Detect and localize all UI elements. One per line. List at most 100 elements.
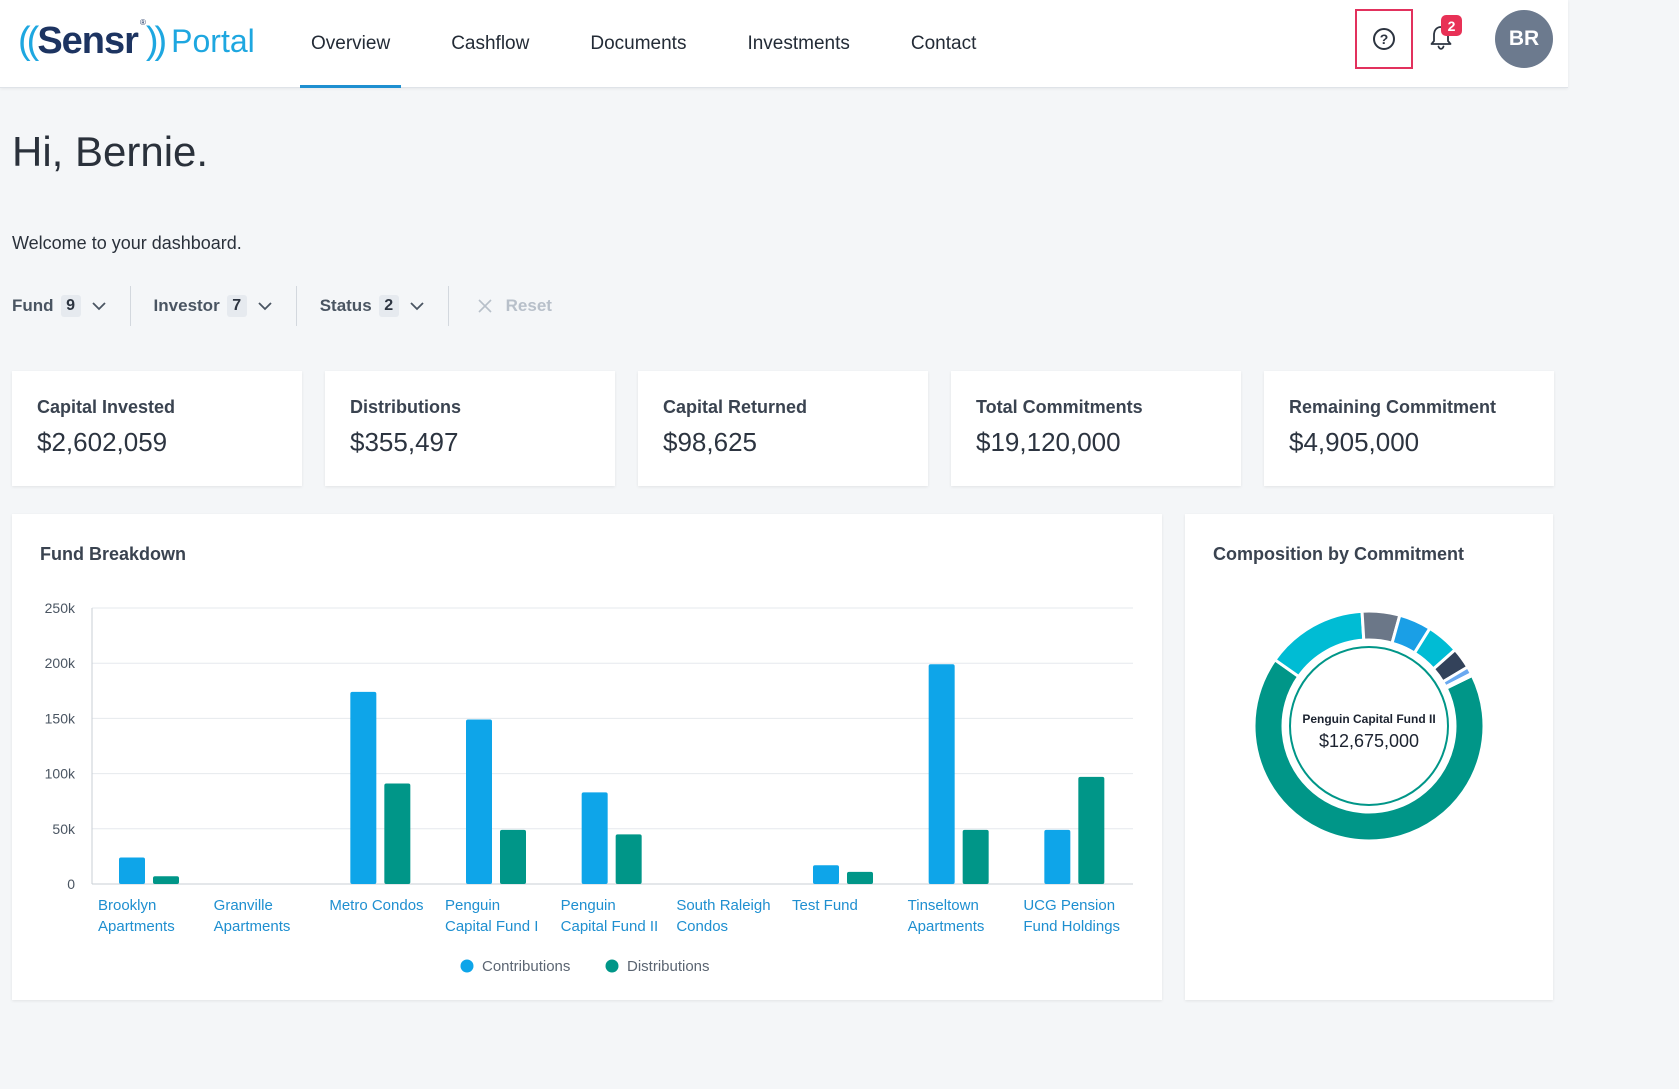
fund-breakdown-chart: 0 50k 100k 150k 200k 250k Brooklyn Apartments Gr… (45, 600, 1133, 975)
x-category-label[interactable]: Penguin (445, 897, 500, 914)
reset-label: Reset (505, 296, 552, 315)
bar-distributions[interactable] (847, 871, 873, 884)
nav-investments[interactable]: Investments (747, 33, 850, 54)
y-tick-label: 100k (45, 766, 76, 782)
stat-label: Capital Returned (663, 397, 808, 417)
welcome-text: Welcome to your dashboard. (12, 233, 242, 253)
logo-close-paren: )) (145, 20, 167, 62)
x-category-label[interactable]: Apartments (908, 918, 985, 935)
bar-distributions[interactable] (1078, 776, 1105, 884)
y-tick-label: 200k (45, 655, 76, 671)
x-category-label[interactable]: Penguin (561, 897, 616, 914)
status-filter-dropdown[interactable]: Status 2 (320, 295, 425, 317)
x-category-label[interactable]: Capital Fund II (561, 918, 659, 935)
bar-contributions[interactable] (119, 857, 145, 884)
bar-distributions[interactable] (962, 829, 989, 884)
filter-divider (129, 286, 131, 326)
donut-slices (1252, 609, 1486, 843)
status-filter-label: Status (319, 296, 372, 315)
filter-divider (295, 286, 297, 326)
bar-contributions[interactable] (928, 664, 955, 884)
bar-distributions[interactable] (500, 829, 526, 884)
legend-label[interactable]: Contributions (482, 958, 570, 975)
stat-value: $4,905,000 (1289, 427, 1420, 457)
y-tick-label: 150k (45, 710, 76, 726)
filter-bar: Fund 9 Investor 7 Status 2 Reset (12, 286, 552, 326)
donut-center-name: Penguin Capital Fund II (1302, 712, 1435, 726)
nav-contact[interactable]: Contact (910, 33, 977, 54)
stat-card-capital-invested: Capital Invested $2,602,059 (12, 371, 302, 486)
stat-value: $2,602,059 (37, 427, 168, 457)
fund-breakdown-title: Fund Breakdown (40, 544, 187, 564)
stat-value: $19,120,000 (976, 427, 1121, 457)
donut-center-value: $12,675,000 (1319, 731, 1419, 751)
bar-distributions[interactable] (615, 834, 642, 884)
x-category-label[interactable]: UCG Pension (1023, 897, 1115, 914)
chevron-down-icon (258, 302, 272, 311)
main-nav: Overview Cashflow Documents Investments … (300, 0, 1026, 88)
fund-filter-dropdown[interactable]: Fund 9 (12, 295, 107, 317)
donut-inner-ring (1289, 646, 1449, 806)
composition-title: Composition by Commitment (1213, 544, 1464, 564)
stat-label: Remaining Commitment (1289, 397, 1497, 417)
y-tick-label: 250k (45, 600, 76, 616)
logo-open-paren: (( (18, 20, 39, 62)
reset-filters-button[interactable]: Reset (478, 296, 552, 316)
x-category-label[interactable]: Brooklyn (98, 897, 156, 914)
fund-breakdown-panel: Fund Breakdown 0 50k 100k 150k 200k 250k Brook… (12, 514, 1162, 1000)
donut-slice[interactable] (1252, 657, 1486, 843)
legend-marker (605, 959, 619, 973)
x-category-label[interactable]: South Raleigh (676, 897, 770, 914)
bar-contributions[interactable] (581, 792, 608, 884)
stat-value: $98,625 (663, 427, 757, 457)
sensr-portal-logo[interactable]: (( Sensr ® )) Portal (18, 18, 255, 64)
stat-card-capital-returned: Capital Returned $98,625 (638, 371, 928, 486)
bar-contributions[interactable] (466, 719, 492, 884)
stat-label: Total Commitments (976, 397, 1143, 417)
x-category-label[interactable]: Apartments (214, 918, 291, 935)
x-category-label[interactable]: Tinseltown (908, 897, 979, 914)
nav-documents[interactable]: Documents (590, 33, 687, 54)
composition-donut-chart: Penguin Capital Fund II $12,675,000 (1252, 609, 1486, 843)
stat-value: $355,497 (350, 427, 459, 457)
bar-contributions[interactable] (350, 691, 377, 884)
composition-panel: Composition by Commitment Penguin Capita… (1185, 514, 1553, 1000)
legend-label[interactable]: Distributions (627, 958, 710, 975)
help-button[interactable]: ? (1355, 9, 1413, 69)
x-category-label[interactable]: Capital Fund I (445, 918, 538, 935)
nav-cashflow[interactable]: Cashflow (451, 33, 530, 54)
top-header: (( Sensr ® )) Portal Overview Cashflow D… (0, 0, 1568, 88)
logo-brand: Sensr (37, 20, 139, 62)
x-category-label[interactable]: Metro Condos (329, 897, 423, 914)
investor-filter-count: 7 (226, 295, 247, 317)
x-category-label[interactable]: Fund Holdings (1023, 918, 1120, 935)
x-category-label[interactable]: Condos (676, 918, 728, 935)
stat-card-distributions: Distributions $355,497 (325, 371, 615, 486)
chevron-down-icon (91, 302, 106, 311)
investor-filter-label: Investor (153, 296, 220, 315)
bar-contributions[interactable] (813, 865, 839, 884)
stat-label: Capital Invested (37, 397, 176, 417)
user-avatar[interactable]: BR (1495, 10, 1553, 68)
filter-divider (447, 286, 449, 326)
fund-filter-label: Fund (12, 296, 54, 315)
donut-slice[interactable] (1443, 671, 1475, 691)
question-circle-icon: ? (1373, 28, 1395, 50)
logo-registered-mark: ® (139, 18, 146, 27)
x-category-label[interactable]: Apartments (98, 918, 175, 935)
bar-distributions[interactable] (153, 876, 179, 884)
nav-overview[interactable]: Overview (300, 0, 402, 88)
stat-card-total-commitments: Total Commitments $19,120,000 (951, 371, 1241, 486)
y-tick-label: 0 (67, 876, 75, 892)
logo-product: Portal (171, 23, 255, 59)
investor-filter-dropdown[interactable]: Investor 7 (154, 295, 273, 317)
bar-contributions[interactable] (1044, 829, 1071, 884)
donut-slice[interactable] (1272, 609, 1366, 679)
greeting-heading: Hi, Bernie. (12, 128, 209, 175)
bar-distributions[interactable] (384, 783, 411, 884)
chevron-down-icon (410, 302, 424, 311)
x-category-label[interactable]: Granville (214, 897, 273, 914)
x-category-label[interactable]: Test Fund (792, 897, 858, 914)
stat-label: Distributions (350, 397, 461, 417)
legend-marker (460, 959, 474, 973)
